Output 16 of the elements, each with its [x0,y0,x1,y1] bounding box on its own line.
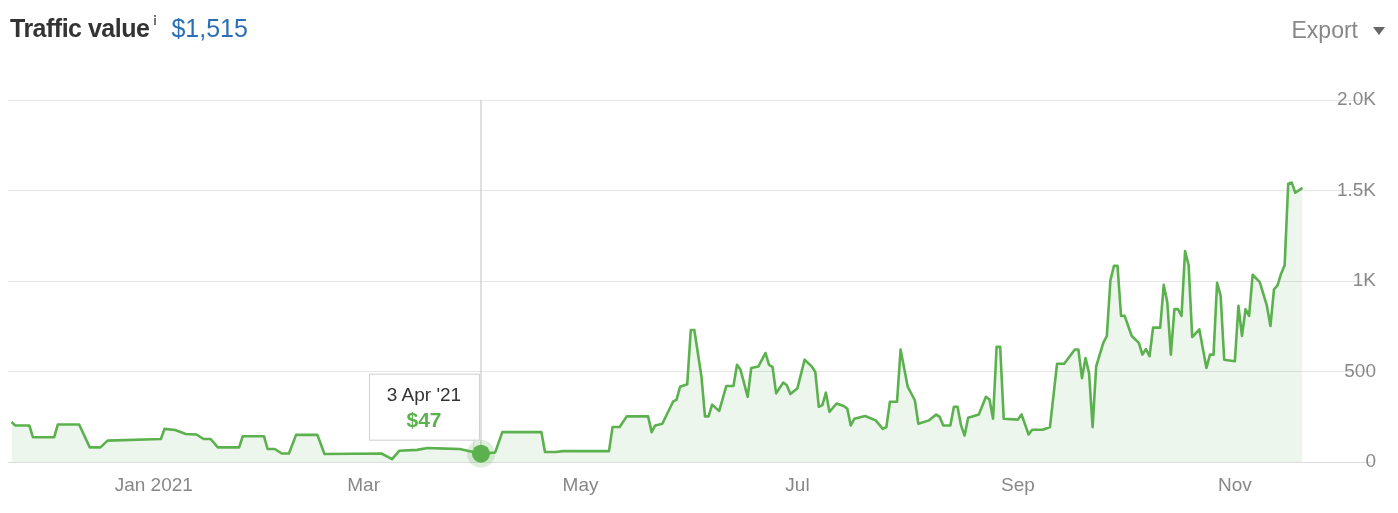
y-tick-label: 1K [1352,269,1377,291]
x-tick-label: Jan 2021 [114,473,193,495]
y-tick-label: 1.5K [1336,178,1377,200]
x-tick-label: Mar [347,473,381,495]
y-tick-label: 2.0K [1336,88,1377,110]
x-tick-label: Sep [1001,473,1035,495]
y-tick-label: 500 [1344,359,1376,381]
x-tick-label: Jul [785,473,810,495]
chart-title: Traffic value [10,14,150,43]
x-tick-label: May [562,473,599,495]
y-tick-label: 0 [1365,450,1376,472]
x-tick-label: Nov [1217,473,1253,495]
annotation: 3 Apr '21 [386,383,462,405]
chart-subtitle: $1,515 [171,14,248,43]
text: Export [1291,17,1358,44]
annotation: $47 [406,407,442,431]
